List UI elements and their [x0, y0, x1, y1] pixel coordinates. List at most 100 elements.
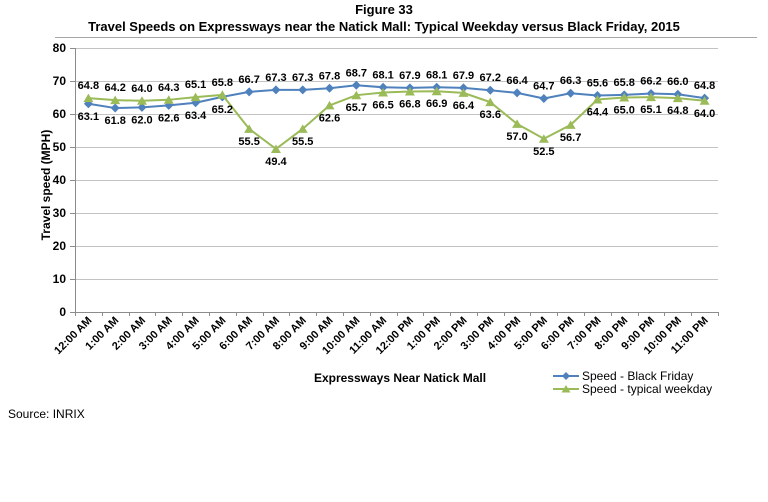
data-label-speed-typical-weekday: 66.9 — [426, 98, 447, 110]
source-note: Source: INRIX — [8, 407, 85, 421]
data-label-speed-black-friday: 66.4 — [506, 75, 528, 87]
data-point-marker — [83, 93, 94, 103]
data-point-marker — [351, 80, 361, 90]
gridlines — [75, 48, 718, 280]
data-label-speed-black-friday: 64.7 — [533, 80, 554, 92]
data-label-speed-black-friday: 62.6 — [158, 112, 179, 124]
data-point-marker — [244, 87, 254, 97]
chart-title: Travel Speeds on Expressways near the Na… — [88, 19, 680, 34]
data-point-marker — [646, 92, 657, 102]
data-point-marker — [378, 82, 388, 92]
data-point-marker — [298, 85, 308, 95]
data-label-speed-typical-weekday: 55.5 — [292, 136, 313, 148]
data-point-marker — [672, 93, 683, 103]
data-label-speed-typical-weekday: 65.7 — [346, 102, 367, 114]
legend-label-black-friday: Speed - Black Friday — [582, 368, 694, 383]
data-label-speed-typical-weekday: 66.5 — [372, 100, 393, 112]
axes — [70, 48, 719, 316]
data-point-marker — [592, 94, 603, 104]
data-point-marker — [566, 88, 576, 98]
svg-text:30: 30 — [53, 206, 67, 220]
data-point-marker — [190, 92, 201, 102]
svg-text:80: 80 — [53, 41, 67, 55]
data-label-speed-typical-weekday: 66.4 — [453, 100, 475, 112]
series-speed-typical-weekday — [83, 86, 710, 153]
data-point-marker — [110, 95, 121, 105]
data-point-marker — [512, 88, 522, 98]
y-axis-title: Travel speed (MPH) — [39, 129, 53, 241]
data-point-marker — [270, 144, 281, 153]
data-label-speed-typical-weekday: 65.1 — [640, 104, 661, 116]
data-label-speed-typical-weekday: 64.2 — [104, 82, 125, 94]
data-label-speed-typical-weekday: 63.6 — [480, 109, 501, 121]
data-label-speed-typical-weekday: 66.8 — [399, 99, 420, 111]
data-label-speed-black-friday: 67.8 — [319, 70, 340, 82]
legend-item-black-friday: Speed - Black Friday — [553, 368, 712, 383]
data-label-speed-typical-weekday: 64.8 — [667, 105, 688, 117]
data-label-speed-black-friday: 63.1 — [78, 111, 99, 123]
title-divider-line — [55, 37, 757, 38]
data-point-marker — [163, 95, 174, 104]
data-point-marker — [431, 86, 442, 96]
data-label-speed-typical-weekday: 49.4 — [265, 156, 287, 168]
data-point-marker — [619, 93, 630, 102]
data-point-marker — [458, 88, 469, 97]
data-point-marker — [458, 83, 468, 93]
x-axis-title: Expressways Near Natick Mall — [313, 371, 487, 385]
data-label-speed-black-friday: 67.3 — [265, 72, 286, 84]
data-point-marker — [271, 85, 281, 95]
data-point-marker — [217, 90, 228, 99]
legend-label-typical-weekday: Speed - typical weekday — [582, 381, 713, 396]
data-label-speed-black-friday: 66.2 — [640, 76, 661, 88]
data-label-speed-typical-weekday: 65.8 — [212, 77, 233, 89]
data-point-marker — [137, 102, 147, 112]
data-point-marker — [244, 124, 255, 133]
data-label-speed-typical-weekday: 62.6 — [319, 112, 340, 124]
data-point-marker — [110, 103, 120, 113]
svg-text:50: 50 — [53, 140, 67, 154]
data-label-speed-black-friday: 68.1 — [426, 69, 447, 81]
data-point-marker — [485, 97, 496, 107]
data-label-speed-typical-weekday: 65.0 — [614, 105, 635, 117]
data-point-marker — [485, 85, 495, 95]
data-label-speed-typical-weekday: 64.8 — [78, 80, 99, 92]
svg-text:60: 60 — [53, 107, 67, 121]
data-label-speed-typical-weekday: 65.1 — [185, 79, 206, 91]
legend-item-typical-weekday: Speed - typical weekday — [553, 381, 713, 396]
data-label-speed-typical-weekday: 64.4 — [587, 106, 609, 118]
typical-weekday-line-marker-icon — [553, 384, 579, 392]
data-label-speed-typical-weekday: 64.0 — [694, 108, 715, 120]
y-axis-tick-labels: 0 10 20 30 40 50 60 70 80 — [53, 41, 67, 319]
data-labels: 63.1 64.8 61.8 64.2 62.0 64.0 62.6 64.3 63.4 65.1… — [78, 67, 716, 168]
data-label-speed-black-friday: 66.7 — [238, 74, 259, 86]
data-label-speed-typical-weekday: 55.5 — [238, 136, 259, 148]
data-label-speed-black-friday: 67.3 — [292, 72, 313, 84]
data-label-speed-typical-weekday: 64.0 — [131, 83, 152, 95]
data-label-speed-black-friday: 61.8 — [104, 115, 125, 127]
data-label-speed-typical-weekday: 64.3 — [158, 82, 179, 94]
data-label-speed-black-friday: 64.8 — [694, 80, 715, 92]
data-label-speed-black-friday: 66.0 — [667, 76, 688, 88]
data-label-speed-black-friday: 66.3 — [560, 75, 581, 87]
data-point-marker — [297, 124, 308, 133]
data-label-speed-black-friday: 62.0 — [131, 114, 152, 126]
black-friday-line-marker-icon — [553, 371, 579, 380]
data-point-marker — [699, 96, 710, 105]
data-label-speed-black-friday: 65.8 — [614, 77, 635, 89]
data-point-marker — [565, 120, 576, 129]
svg-text:12:00 AM: 12:00 AM — [52, 315, 94, 357]
data-point-marker — [325, 83, 335, 93]
data-label-speed-black-friday: 67.9 — [453, 70, 474, 82]
data-point-marker — [538, 134, 549, 143]
x-axis-tick-labels: 12:00 AM1:00 AM2:00 AM3:00 AM4:00 AM5:00… — [52, 315, 711, 357]
svg-text:40: 40 — [53, 173, 67, 187]
data-point-marker — [351, 90, 362, 100]
data-label-speed-black-friday: 65.2 — [212, 104, 233, 116]
chart-legend: Speed - Black Friday Speed - typical wee… — [553, 368, 713, 396]
svg-text:20: 20 — [53, 239, 67, 253]
data-label-speed-typical-weekday: 52.5 — [533, 146, 554, 158]
data-label-speed-black-friday: 67.9 — [399, 70, 420, 82]
data-point-marker — [539, 93, 549, 103]
